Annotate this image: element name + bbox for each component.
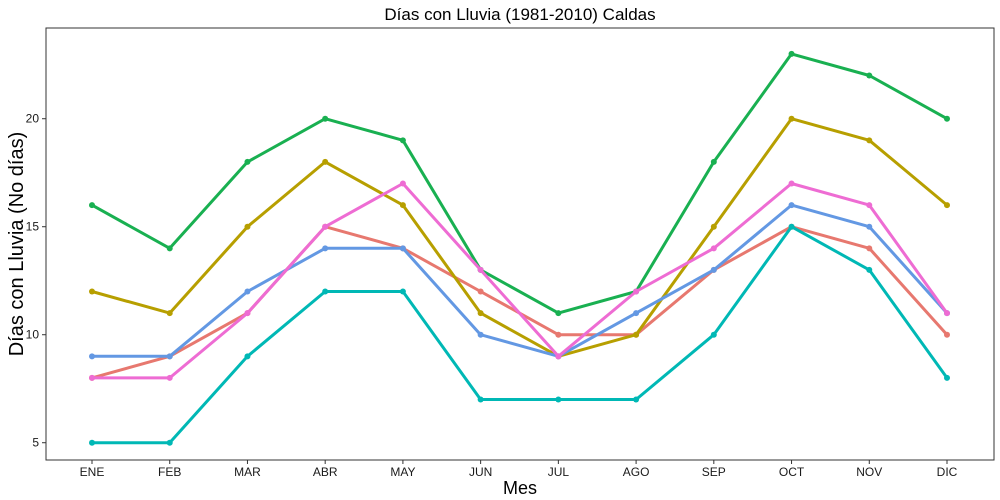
series-4 (89, 223, 950, 446)
data-point (710, 266, 717, 273)
x-axis-label: Mes (503, 478, 537, 498)
data-point (710, 331, 717, 338)
x-axis: ENE FEB MAR ABR MAY JUN JUL AGO SEP OCT NOV DIC (80, 460, 958, 479)
x-tick-label: MAY (390, 465, 415, 479)
data-point (322, 115, 329, 122)
x-tick-label: MAR (234, 465, 261, 479)
data-point (399, 180, 406, 187)
series-line (91, 52, 948, 315)
data-point (710, 158, 717, 165)
series-line (92, 203, 949, 358)
data-point (166, 310, 173, 317)
x-tick-label: OCT (779, 465, 805, 479)
data-point (866, 72, 873, 79)
x-tick-label: JUN (469, 465, 492, 479)
data-point (477, 310, 484, 317)
data-point (89, 374, 95, 381)
data-point (166, 439, 173, 446)
series-3 (89, 50, 950, 317)
data-point (788, 202, 795, 209)
x-tick-label: ENE (80, 465, 105, 479)
series-line (92, 225, 949, 445)
x-tick-label: ABR (313, 465, 338, 479)
data-point (866, 202, 873, 209)
data-point (944, 115, 950, 122)
data-point (322, 158, 329, 165)
data-point (399, 288, 406, 295)
data-point (166, 374, 173, 381)
data-point (788, 115, 795, 122)
x-tick-label: FEB (158, 465, 181, 479)
x-tick-label: SEP (702, 465, 726, 479)
data-point (710, 245, 717, 252)
data-point (322, 223, 329, 230)
data-point (322, 288, 329, 295)
data-point (788, 50, 795, 57)
data-point (788, 223, 795, 230)
data-point (710, 223, 717, 230)
y-axis: 5 10 15 20 (26, 112, 46, 450)
data-point (477, 396, 484, 403)
x-tick-label: NOV (856, 465, 882, 479)
plot-panel (45, 27, 995, 461)
data-point (166, 353, 173, 360)
data-point (244, 288, 251, 295)
data-point (244, 310, 251, 317)
data-point (477, 331, 484, 338)
y-tick-label: 5 (32, 436, 39, 450)
data-point (89, 353, 95, 360)
series-line (91, 117, 948, 358)
x-tick-label: JUL (548, 465, 570, 479)
y-tick-label: 10 (26, 328, 40, 342)
data-point (633, 396, 640, 403)
data-point (399, 137, 406, 144)
data-point (555, 331, 562, 338)
data-point (944, 310, 950, 317)
data-point (244, 158, 251, 165)
y-axis-label: Días con Lluvia (No días) (6, 132, 28, 357)
data-point (555, 396, 562, 403)
data-point (555, 310, 562, 317)
x-tick-label: DIC (937, 465, 958, 479)
data-point (866, 223, 873, 230)
data-point (399, 245, 406, 252)
data-point (555, 353, 562, 360)
data-point (788, 180, 795, 187)
x-tick-label: AGO (623, 465, 650, 479)
data-point (399, 202, 406, 209)
data-point (944, 331, 950, 338)
series-layer (89, 50, 950, 446)
data-point (477, 288, 484, 295)
chart-title: Días con Lluvia (1981-2010) Caldas (384, 5, 655, 24)
data-point (89, 202, 95, 209)
data-point (244, 223, 251, 230)
data-point (322, 245, 329, 252)
data-point (633, 331, 640, 338)
data-point (944, 202, 950, 209)
data-point (866, 245, 873, 252)
data-point (633, 310, 640, 317)
data-point (866, 266, 873, 273)
y-tick-label: 20 (26, 112, 40, 126)
data-point (944, 374, 950, 381)
data-point (166, 245, 173, 252)
series-line (92, 182, 949, 380)
data-point (89, 439, 95, 446)
data-point (866, 137, 873, 144)
y-tick-label: 15 (26, 220, 40, 234)
data-point (633, 288, 640, 295)
data-point (477, 266, 484, 273)
series-6 (89, 180, 950, 381)
data-point (89, 288, 95, 295)
data-point (244, 353, 251, 360)
